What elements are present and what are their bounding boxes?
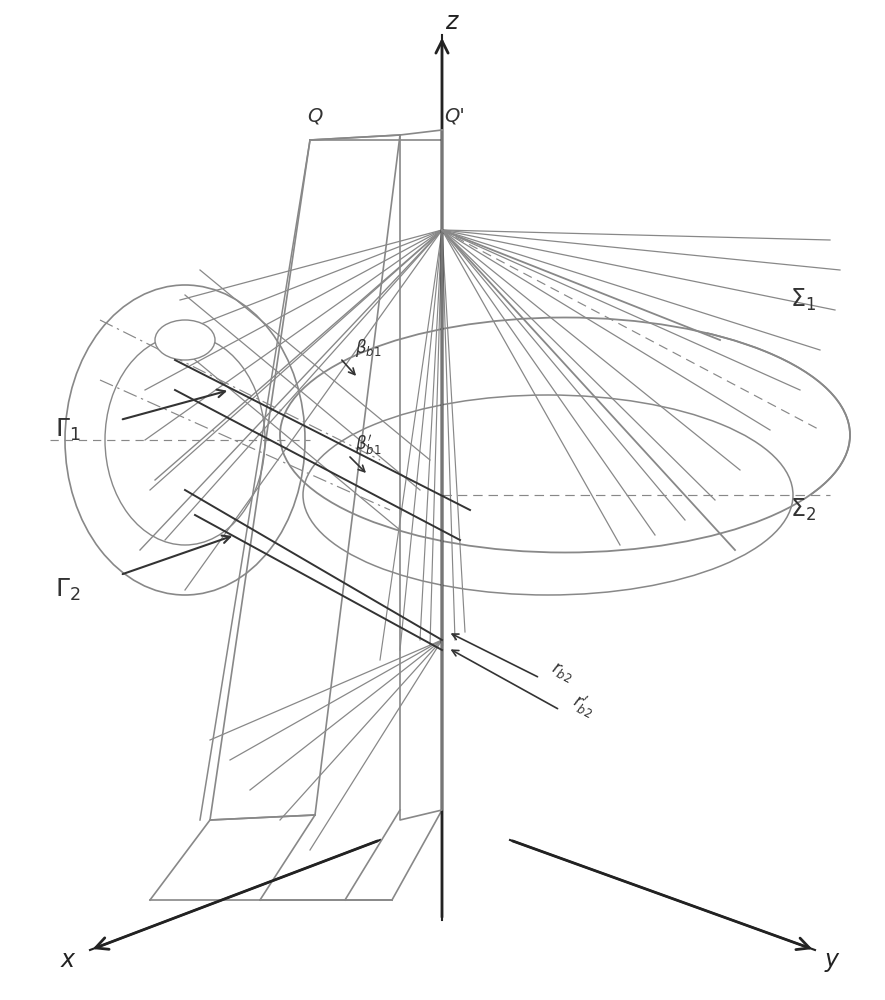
Text: $\Sigma_1$: $\Sigma_1$ — [790, 287, 816, 313]
Text: Q': Q' — [444, 106, 466, 125]
Ellipse shape — [155, 320, 215, 360]
Text: x: x — [61, 948, 75, 972]
Text: z: z — [445, 10, 458, 34]
Text: $\Gamma_2$: $\Gamma_2$ — [55, 577, 81, 603]
Text: $\Sigma_2$: $\Sigma_2$ — [790, 497, 816, 523]
Text: y: y — [825, 948, 839, 972]
Text: $\beta_{b1}$: $\beta_{b1}$ — [355, 337, 381, 359]
Text: $\Gamma_1$: $\Gamma_1$ — [55, 417, 81, 443]
Text: $r_{b2}'$: $r_{b2}'$ — [568, 689, 599, 721]
Text: $r_{b2}$: $r_{b2}$ — [548, 659, 576, 685]
Text: Q: Q — [307, 106, 323, 125]
Text: $\beta_{b1}'$: $\beta_{b1}'$ — [355, 433, 381, 457]
